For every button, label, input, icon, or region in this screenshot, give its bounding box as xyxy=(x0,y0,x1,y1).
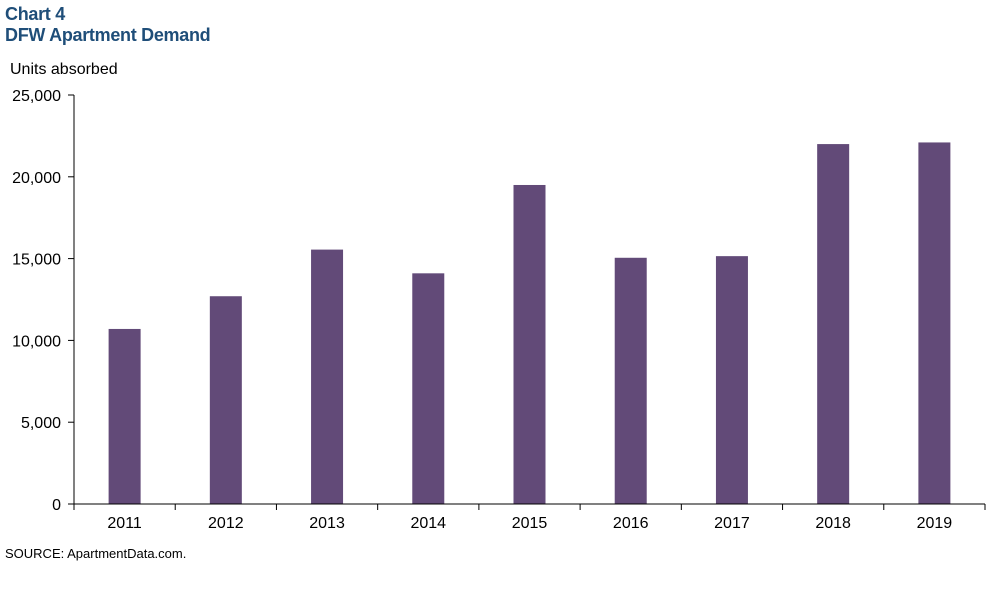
x-tick-label: 2018 xyxy=(815,515,851,532)
y-tick-label: 5,000 xyxy=(21,415,61,432)
bar-2015 xyxy=(513,184,546,505)
x-tick-label: 2016 xyxy=(613,515,649,532)
x-tick-label: 2014 xyxy=(410,515,446,532)
y-tick-label: 20,000 xyxy=(12,170,61,187)
bar-2019 xyxy=(918,142,951,504)
x-tick-label: 2013 xyxy=(309,515,345,532)
bar-2017 xyxy=(715,256,748,504)
y-tick-label: 0 xyxy=(52,497,61,514)
x-tick-label: 2011 xyxy=(107,515,142,532)
bar-2018 xyxy=(817,144,850,504)
x-tick-label: 2012 xyxy=(208,515,244,532)
y-axis-label: Units absorbed xyxy=(10,61,118,78)
x-tick-label: 2019 xyxy=(917,515,953,532)
x-tick-label: 2017 xyxy=(714,515,750,532)
y-tick-label: 25,000 xyxy=(12,88,61,105)
source-note: SOURCE: ApartmentData.com. xyxy=(5,546,187,561)
chart-number: Chart 4 xyxy=(5,4,65,24)
chart-title: DFW Apartment Demand xyxy=(5,25,211,45)
bars-group xyxy=(108,142,951,505)
chart-title-block: Chart 4 DFW Apartment Demand xyxy=(5,4,211,46)
x-tick-label: 2015 xyxy=(512,515,548,532)
bar-2014 xyxy=(412,273,445,504)
axes-group xyxy=(68,94,986,510)
labels-group: 2011 2012 2013 2014 2015 2016 2017 2018 2019 0 5,0… xyxy=(12,88,952,532)
y-tick-label: 15,000 xyxy=(12,252,61,269)
bar-2011 xyxy=(108,328,141,504)
bar-2016 xyxy=(614,257,647,504)
bar-2013 xyxy=(311,249,344,504)
y-tick-label: 10,000 xyxy=(12,333,61,350)
bar-2012 xyxy=(209,296,242,504)
